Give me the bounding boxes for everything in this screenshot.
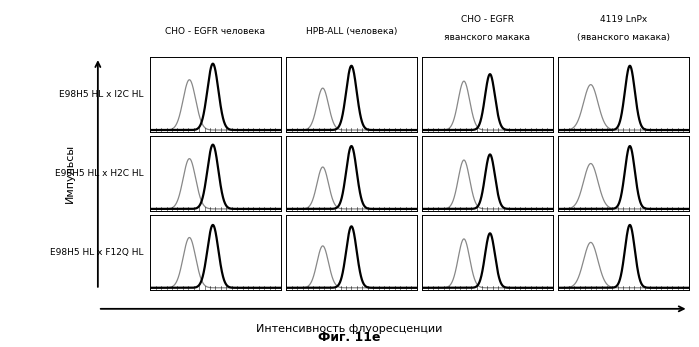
Text: E98H5 HL x F12Q HL: E98H5 HL x F12Q HL: [50, 248, 143, 257]
Text: E98H5 HL x I2C HL: E98H5 HL x I2C HL: [59, 90, 143, 99]
Text: CHO - EGFR: CHO - EGFR: [461, 15, 514, 24]
Text: HPB-ALL (человека): HPB-ALL (человека): [305, 27, 397, 36]
Text: яванского макака: яванского макака: [445, 33, 531, 42]
Text: CHO - EGFR человека: CHO - EGFR человека: [166, 27, 266, 36]
Text: Импульсы: Импульсы: [65, 144, 75, 203]
Text: Фиг. 11e: Фиг. 11e: [318, 331, 381, 344]
Text: 4119 LnPx: 4119 LnPx: [600, 15, 647, 24]
Text: E98H5 HL x H2C HL: E98H5 HL x H2C HL: [55, 169, 143, 178]
Text: Интенсивность флуоресценции: Интенсивность флуоресценции: [257, 324, 442, 335]
Text: (яванского макака): (яванского макака): [577, 33, 670, 42]
